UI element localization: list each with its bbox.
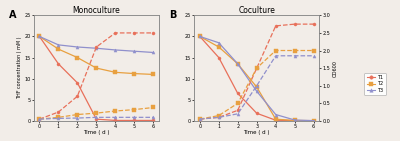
X-axis label: Time ( d ): Time ( d ) xyxy=(244,130,270,136)
Y-axis label: OD600: OD600 xyxy=(332,60,338,77)
Title: Monoculture: Monoculture xyxy=(72,5,120,15)
Y-axis label: THF concentration ( mM ): THF concentration ( mM ) xyxy=(17,37,22,99)
X-axis label: Time ( d ): Time ( d ) xyxy=(83,130,110,136)
Text: B: B xyxy=(169,10,176,20)
Legend: T1, T2, T3: T1, T2, T3 xyxy=(364,72,386,95)
Text: A: A xyxy=(9,10,16,20)
Title: Coculture: Coculture xyxy=(238,5,275,15)
